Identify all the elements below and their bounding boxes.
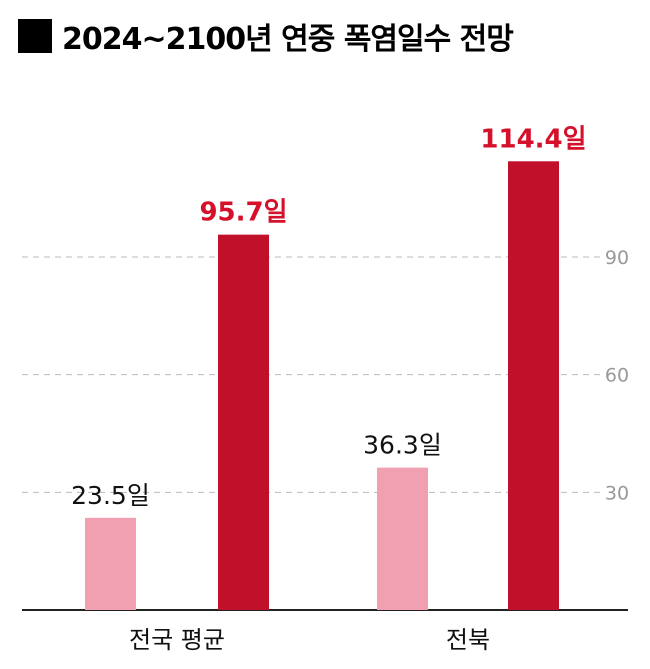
y-tick-label: 60 (605, 365, 629, 387)
bar (377, 467, 428, 610)
data-label: 114.4일 (480, 124, 586, 154)
y-tick-label: 90 (605, 247, 629, 269)
bar (508, 161, 559, 610)
bar (218, 234, 269, 611)
chart-title: 2024~2100년 연중 폭염일수 전망 (18, 14, 514, 58)
bar (85, 517, 136, 610)
data-label: 95.7일 (199, 198, 287, 228)
y-tick-label: 30 (605, 482, 629, 504)
chart-title-text: 2024~2100년 연중 폭염일수 전망 (62, 22, 514, 57)
x-category-label: 전북 (446, 626, 490, 654)
data-label: 23.5일 (71, 481, 150, 510)
title-square-icon (18, 19, 52, 53)
x-category-label: 전국 평균 (129, 626, 225, 654)
data-label: 36.3일 (363, 431, 442, 460)
